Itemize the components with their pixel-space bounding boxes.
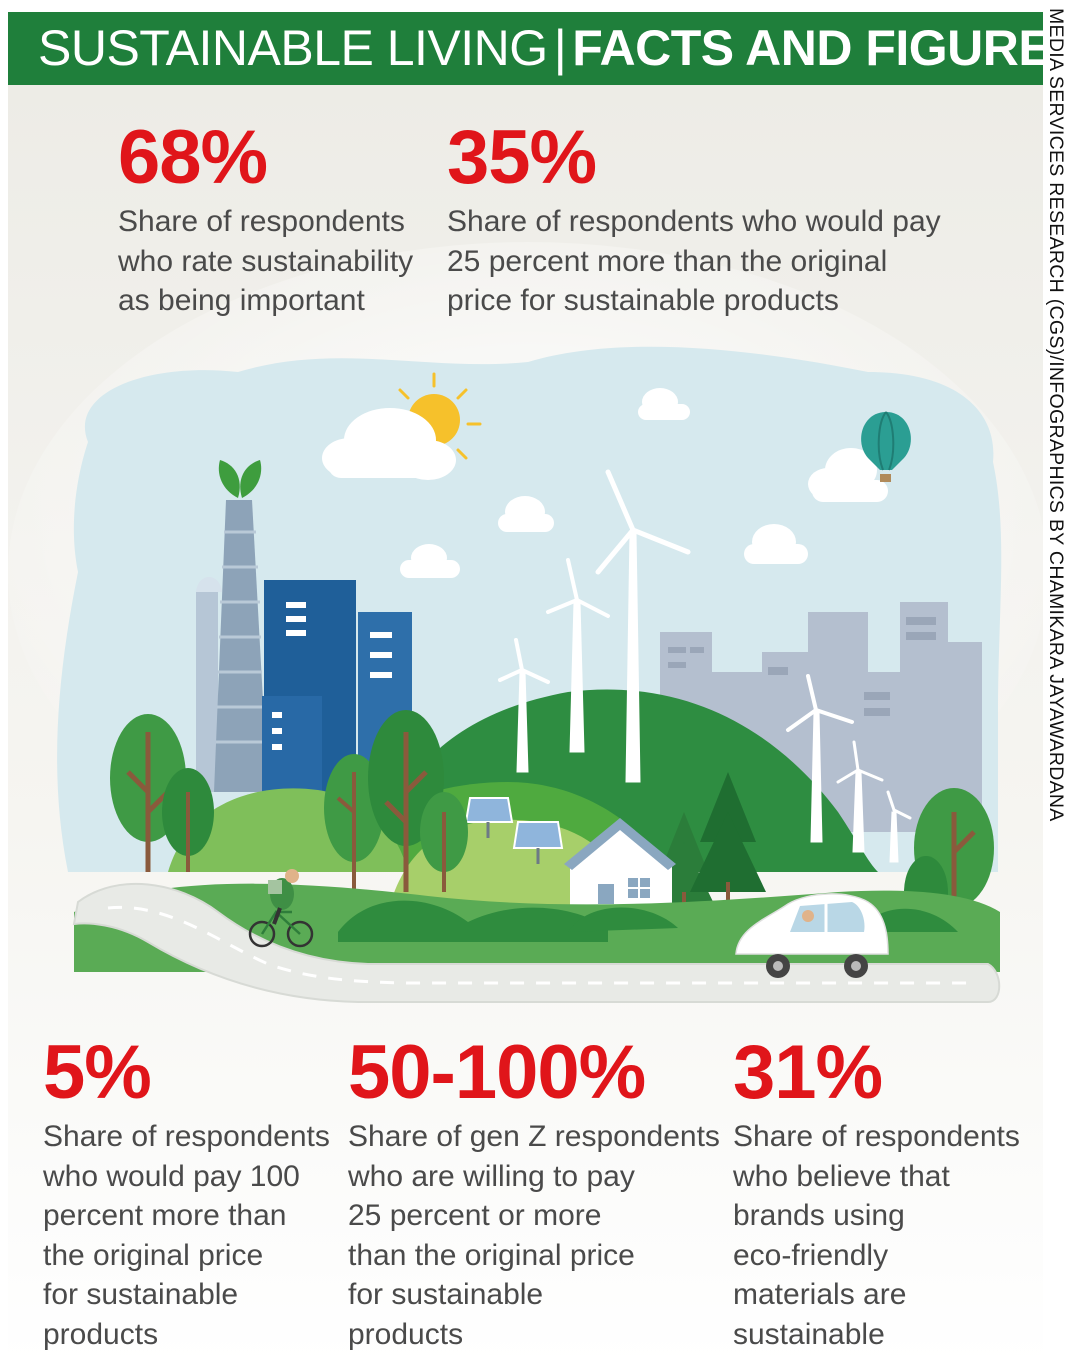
cloud-icon	[400, 544, 460, 578]
tree-icon	[420, 792, 468, 892]
stat-description: Share of respondents who rate sustainabi…	[118, 202, 413, 321]
smokestack-icon	[196, 500, 268, 792]
wind-turbine-icon	[546, 558, 610, 753]
infographic-page: SUSTAINABLE LIVING | FACTS AND FIGURES	[8, 12, 1043, 1367]
stat-line: eco-friendly	[733, 1238, 889, 1272]
stat-description: Share of respondents who would pay 25 pe…	[447, 202, 941, 321]
stat-50-100-percent: 50-100% Share of gen Z respondents who a…	[348, 1033, 720, 1354]
wind-turbine-icon	[786, 674, 854, 843]
stat-line: than the original price	[348, 1238, 635, 1272]
tree-icon	[650, 772, 766, 922]
tree-icon	[162, 768, 214, 872]
stat-line: 25 percent more than the original	[447, 244, 888, 278]
stat-line: who believe that	[733, 1159, 950, 1193]
wind-turbine-icon	[886, 790, 912, 863]
stat-line: sustainable	[733, 1317, 885, 1351]
hot-air-balloon-icon	[861, 411, 911, 482]
stat-line: for sustainable	[348, 1278, 544, 1311]
stat-value: 5%	[43, 1030, 152, 1115]
stat-description: Share of respondents who believe that br…	[733, 1117, 1020, 1354]
stat-5-percent: 5% Share of respondents who would pay 10…	[43, 1033, 330, 1354]
stat-line: who are willing to pay	[348, 1159, 635, 1193]
title-separator: |	[553, 20, 567, 76]
stat-line: Share of respondents who would pay	[447, 205, 941, 238]
stat-35-percent: 35% Share of respondents who would pay 2…	[447, 118, 941, 321]
cloud-icon	[808, 448, 888, 502]
credit-text: MEDIA SERVICES RESEARCH (CGS)/INFOGRAPHI…	[1045, 8, 1067, 822]
stat-value: 35%	[447, 115, 597, 200]
stat-value: 31%	[733, 1030, 883, 1115]
stat-line: Share of gen Z respondents	[348, 1120, 720, 1153]
stat-line: who rate sustainability	[118, 244, 414, 278]
solar-panel-icon	[464, 797, 514, 838]
wind-turbine-icon	[498, 638, 550, 773]
solar-panel-icon	[512, 821, 564, 864]
stat-31-percent: 31% Share of respondents who believe tha…	[733, 1033, 1020, 1354]
stat-line: brands using	[733, 1199, 905, 1232]
stat-line: Share of respondents	[43, 1120, 330, 1153]
wind-turbine-icon	[595, 469, 691, 783]
car-icon	[735, 893, 889, 978]
stat-line: price for sustainable products	[447, 284, 839, 317]
stat-line: the original price	[43, 1238, 264, 1272]
wind-turbine-icon	[836, 740, 884, 853]
city-landscape-illustration	[8, 242, 1043, 1003]
stat-line: products	[43, 1317, 159, 1351]
stat-line: who would pay 100	[43, 1159, 300, 1193]
stat-line: 25 percent or more	[348, 1199, 602, 1232]
cloud-icon	[498, 496, 554, 532]
credit-sidebar: MEDIA SERVICES RESEARCH (CGS)/INFOGRAPHI…	[1044, 8, 1080, 822]
stat-line: for sustainable	[43, 1278, 239, 1311]
stat-line: percent more than	[43, 1199, 287, 1232]
cloud-icon	[322, 408, 456, 480]
leaf-icon	[218, 460, 262, 498]
page-title: SUSTAINABLE LIVING | FACTS AND FIGURES	[38, 18, 1043, 78]
stat-description: Share of gen Z respondents who are willi…	[348, 1117, 720, 1354]
cyclist-icon	[248, 869, 314, 948]
stat-value: 50-100%	[348, 1030, 646, 1115]
title-bold: FACTS AND FIGURES	[572, 20, 1043, 76]
stat-line: products	[348, 1317, 464, 1351]
stat-line: Share of respondents	[118, 205, 405, 238]
stat-line: Share of respondents	[733, 1120, 1020, 1153]
header-banner: SUSTAINABLE LIVING | FACTS AND FIGURES	[8, 12, 1043, 85]
cloud-icon	[638, 388, 690, 420]
cloud-icon	[744, 524, 808, 564]
stat-line: materials are	[733, 1278, 907, 1311]
stat-68-percent: 68% Share of respondents who rate sustai…	[118, 118, 413, 321]
stat-value: 68%	[118, 115, 268, 200]
stat-description: Share of respondents who would pay 100 p…	[43, 1117, 330, 1354]
stat-line: as being important	[118, 284, 365, 317]
title-light: SUSTAINABLE LIVING	[38, 20, 548, 76]
